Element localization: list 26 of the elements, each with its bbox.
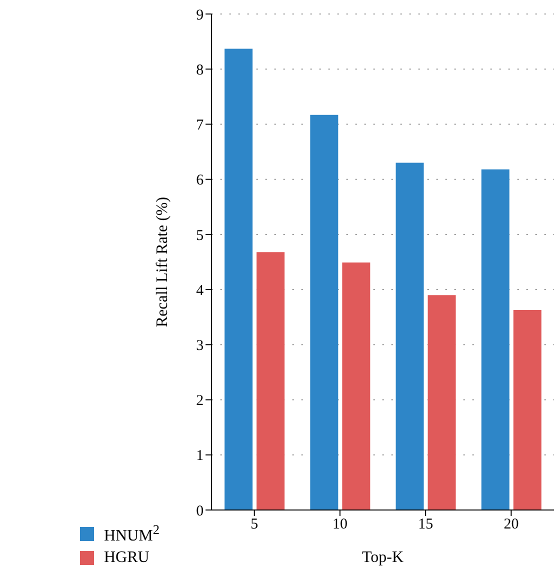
y-axis-title: Recall Lift Rate (%) [154,196,172,328]
y-tick-label: 9 [196,7,204,24]
x-tick-label: 10 [332,516,348,533]
x-tick-label: 20 [504,516,519,533]
legend-label: HGRU [104,549,150,567]
bar [342,262,370,510]
bar [256,252,285,510]
y-tick-label: 8 [196,62,204,78]
y-tick-label: 7 [196,118,204,134]
bar [224,48,253,510]
x-tick-label: 15 [418,516,434,533]
x-axis-title: Top-K [362,549,404,566]
bar [513,310,542,510]
legend-label: HNUM$^{2}$ [104,522,160,546]
bar [396,162,424,510]
bar [428,295,456,510]
y-tick-label: 6 [196,172,204,189]
x-tick-label: 5 [250,516,258,533]
y-tick-label: 5 [196,228,204,244]
y-tick-label: 3 [196,338,204,354]
bar [310,114,338,510]
y-tick-label: 0 [196,503,204,520]
y-tick-label: 2 [196,393,204,410]
bar [481,169,510,510]
y-tick-label: 1 [196,448,204,464]
y-tick-label: 4 [196,282,204,299]
